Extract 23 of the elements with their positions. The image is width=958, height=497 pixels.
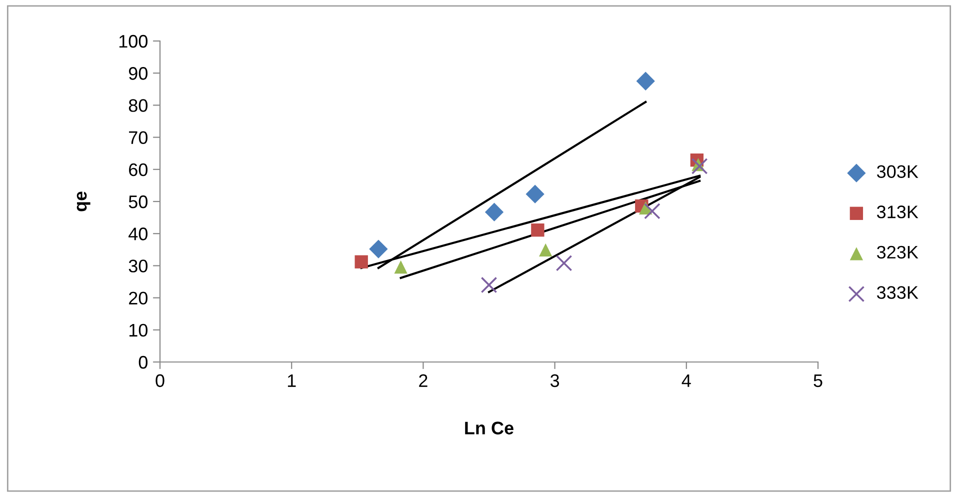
y-tick-label: 70 bbox=[129, 131, 148, 144]
y-tick-label: 20 bbox=[129, 292, 148, 305]
legend-label: 323K bbox=[876, 246, 918, 259]
y-tick-label: 100 bbox=[119, 34, 148, 48]
legend-label: 303K bbox=[876, 165, 918, 178]
y-tick-label: 60 bbox=[129, 163, 148, 176]
legend-label: 333K bbox=[876, 286, 918, 299]
y-tick-label: 50 bbox=[128, 195, 148, 208]
x-tick-label: 4 bbox=[682, 374, 691, 387]
y-tick-label: 0 bbox=[138, 356, 148, 369]
y-tick-label: 90 bbox=[128, 67, 148, 80]
y-tick-label: 80 bbox=[128, 99, 148, 112]
y-tick-label: 40 bbox=[128, 228, 148, 240]
y-tick-label: 10 bbox=[129, 324, 148, 337]
x-tick-label: 3 bbox=[550, 374, 560, 388]
y-axis-title: qe bbox=[76, 192, 90, 212]
x-tick-label: 5 bbox=[814, 374, 822, 388]
x-tick-label: 2 bbox=[419, 374, 428, 387]
legend-label: 313K bbox=[876, 206, 918, 218]
x-axis-title: Ln Ce bbox=[465, 422, 514, 434]
x-tick-label: 0 bbox=[156, 374, 164, 388]
x-tick-label: 1 bbox=[288, 374, 296, 387]
y-tick-label: 30 bbox=[128, 260, 148, 272]
